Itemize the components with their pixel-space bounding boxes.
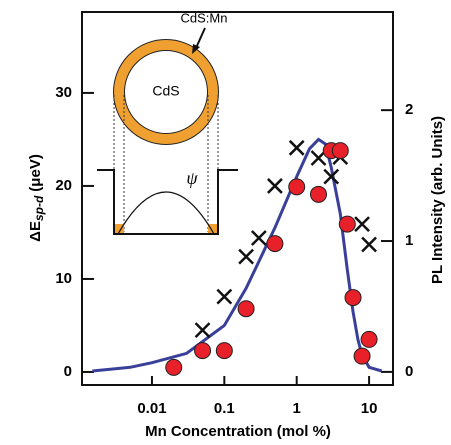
data-point [266,235,284,253]
guide-lines [113,95,219,232]
data-point [309,185,327,203]
inset-diagram: CdS:Mn CdS ψ [97,10,238,235]
potential-well [97,169,238,235]
data-point [360,330,378,348]
y-axis-label: ΔEsp-d (μeV) [27,154,46,242]
data-point [215,342,233,360]
x-tick-label: 0.1 [214,400,235,417]
shell-label: CdS:Mn [181,10,228,25]
x-tick-label: 10 [361,400,378,417]
wavefunction [117,191,215,235]
arrow-head [192,44,200,54]
y-tick-label: 10 [55,270,72,287]
y2-tick-label: 1 [405,232,413,249]
y-tick-label: 20 [55,177,72,194]
data-cross [288,139,305,156]
y-tick-label: 0 [64,363,72,380]
data-point [338,215,356,233]
data-point [194,342,212,360]
data-cross [361,236,377,253]
core-outline [124,50,208,134]
data-point [331,142,349,160]
y2-tick-label: 2 [405,101,413,118]
x-axis-label: Mn Concentration (mol %) [145,423,331,440]
data-point [165,358,183,376]
y2-tick-label: 0 [405,363,413,380]
plot-frame [81,11,394,386]
data-cross [323,168,340,185]
y-label-sub: sp-d [32,195,46,221]
data-point [344,289,362,307]
x-tick-label: 1 [293,400,301,417]
data-point [288,178,306,196]
data-cross [354,216,370,232]
y-label-unit: (μeV) [27,154,44,192]
data-cross [250,230,267,246]
shell-ring [113,39,219,145]
core-label: CdS [152,83,179,99]
y-tick-label: 30 [55,84,72,101]
wavefunction-label: ψ [186,168,198,188]
data-cross [310,150,327,166]
curve [92,137,383,373]
shell-fill [114,224,124,234]
label-arrow [195,27,206,49]
x-tick-label: 0.01 [137,400,166,417]
data-point [237,300,255,318]
data-cross [267,178,283,194]
data-cross [194,322,211,339]
data-point [353,347,371,365]
shell-fill [208,224,218,234]
shell-outline [113,39,219,145]
data-cross [216,288,233,305]
data-cross [238,248,255,265]
y2-axis-label: PL Intensity (arb. Units) [429,116,446,284]
y-label-main: ΔE [27,221,44,242]
